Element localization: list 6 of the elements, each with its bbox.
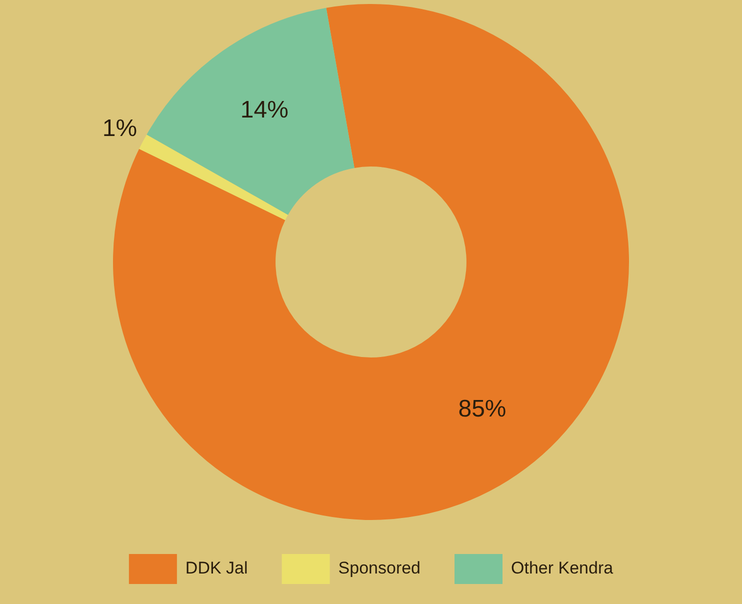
data-label: 85% bbox=[458, 395, 506, 422]
data-label: 14% bbox=[240, 96, 288, 124]
legend-label: DDK Jal bbox=[185, 558, 248, 578]
legend-label: Other Kendra bbox=[511, 558, 614, 578]
legend-label: Sponsored bbox=[338, 558, 421, 578]
data-label: 1% bbox=[102, 115, 138, 142]
